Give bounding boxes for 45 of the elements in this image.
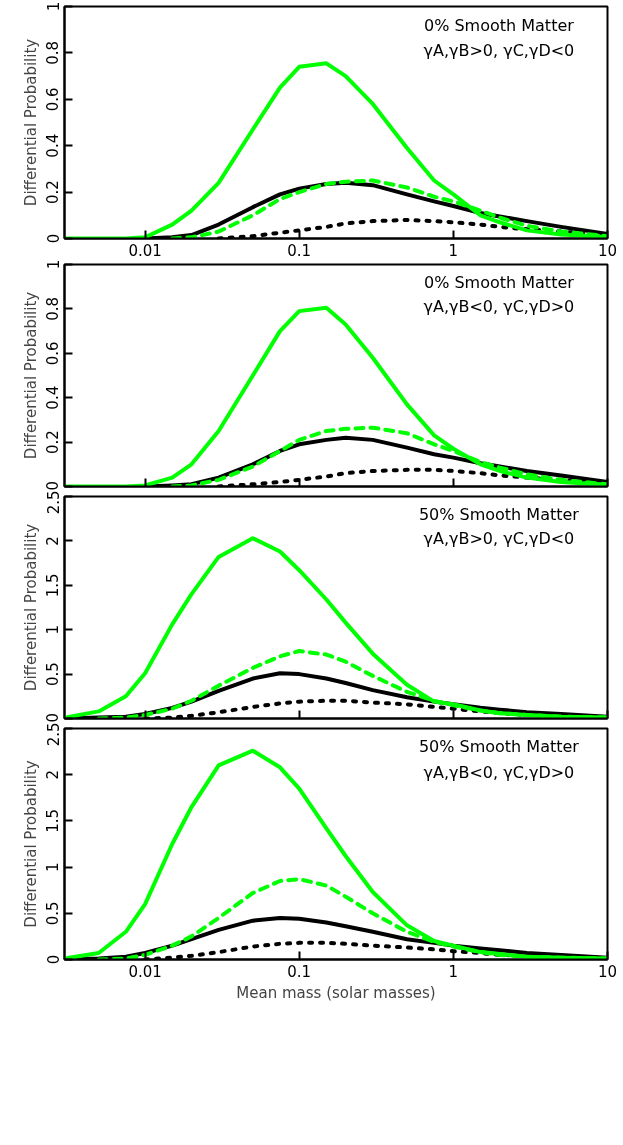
y-tick-label: 0	[44, 233, 63, 244]
x-tick-label: 10	[597, 962, 618, 981]
annotation: γA,γB>0, γC,γD<0	[423, 529, 575, 549]
annotation: 0% Smooth Matter	[423, 272, 575, 292]
y-tick-label: 0	[44, 954, 63, 965]
y-tick-label: 2.5	[44, 722, 63, 747]
annotation: 0% Smooth Matter	[423, 15, 575, 35]
x-tick-label: 0.01	[128, 241, 162, 260]
y-tick-label: 2	[44, 536, 63, 546]
y-tick-label: 0.6	[44, 87, 63, 112]
y-tick-label: 1.5	[44, 808, 63, 833]
x-tick-label: 0.1	[287, 241, 312, 260]
x-tick-label: 0.01	[128, 962, 162, 981]
y-tick-label: 0.5	[44, 901, 63, 926]
y-tick-label: 0	[44, 480, 63, 491]
y-tick-label: 2	[44, 769, 63, 780]
annotation: 50% Smooth Matter	[418, 737, 580, 757]
x-tick-label: 1	[448, 241, 459, 260]
y-tick-label: 2.5	[44, 490, 63, 515]
y-tick-label: 1	[44, 1, 63, 12]
x-axis-title: Mean mass (solar masses)	[236, 983, 436, 1002]
y-tick-label: 0.2	[44, 430, 63, 455]
y-tick-label: 0.4	[44, 385, 63, 410]
annotation: γA,γB<0, γC,γD>0	[423, 762, 575, 782]
annotation: γA,γB<0, γC,γD>0	[423, 297, 575, 317]
y-tick-label: 0.8	[44, 296, 63, 321]
y-axis-title: Differential Probability	[21, 760, 40, 928]
y-tick-label: 1	[44, 862, 63, 872]
y-axis-title: Differential Probability	[21, 291, 40, 460]
y-tick-label: 0.4	[44, 133, 63, 158]
y-tick-label: 1.5	[44, 573, 63, 598]
x-tick-label: 1	[448, 962, 459, 981]
y-tick-label: 1	[44, 259, 63, 270]
x-tick-label: 10	[597, 241, 618, 260]
y-tick-label: 0.6	[44, 341, 63, 366]
y-axis-title: Differential Probability	[21, 38, 40, 207]
y-tick-label: 0	[44, 712, 63, 723]
annotation: γA,γB>0, γC,γD<0	[423, 41, 575, 61]
y-tick-label: 0.8	[44, 40, 63, 65]
x-tick-label: 0.1	[287, 962, 312, 981]
y-tick-label: 0.5	[44, 662, 63, 687]
annotation: 50% Smooth Matter	[418, 504, 580, 524]
y-axis-title: Differential Probability	[21, 523, 40, 692]
y-tick-label: 0.2	[44, 180, 63, 205]
y-tick-label: 1	[44, 624, 63, 635]
